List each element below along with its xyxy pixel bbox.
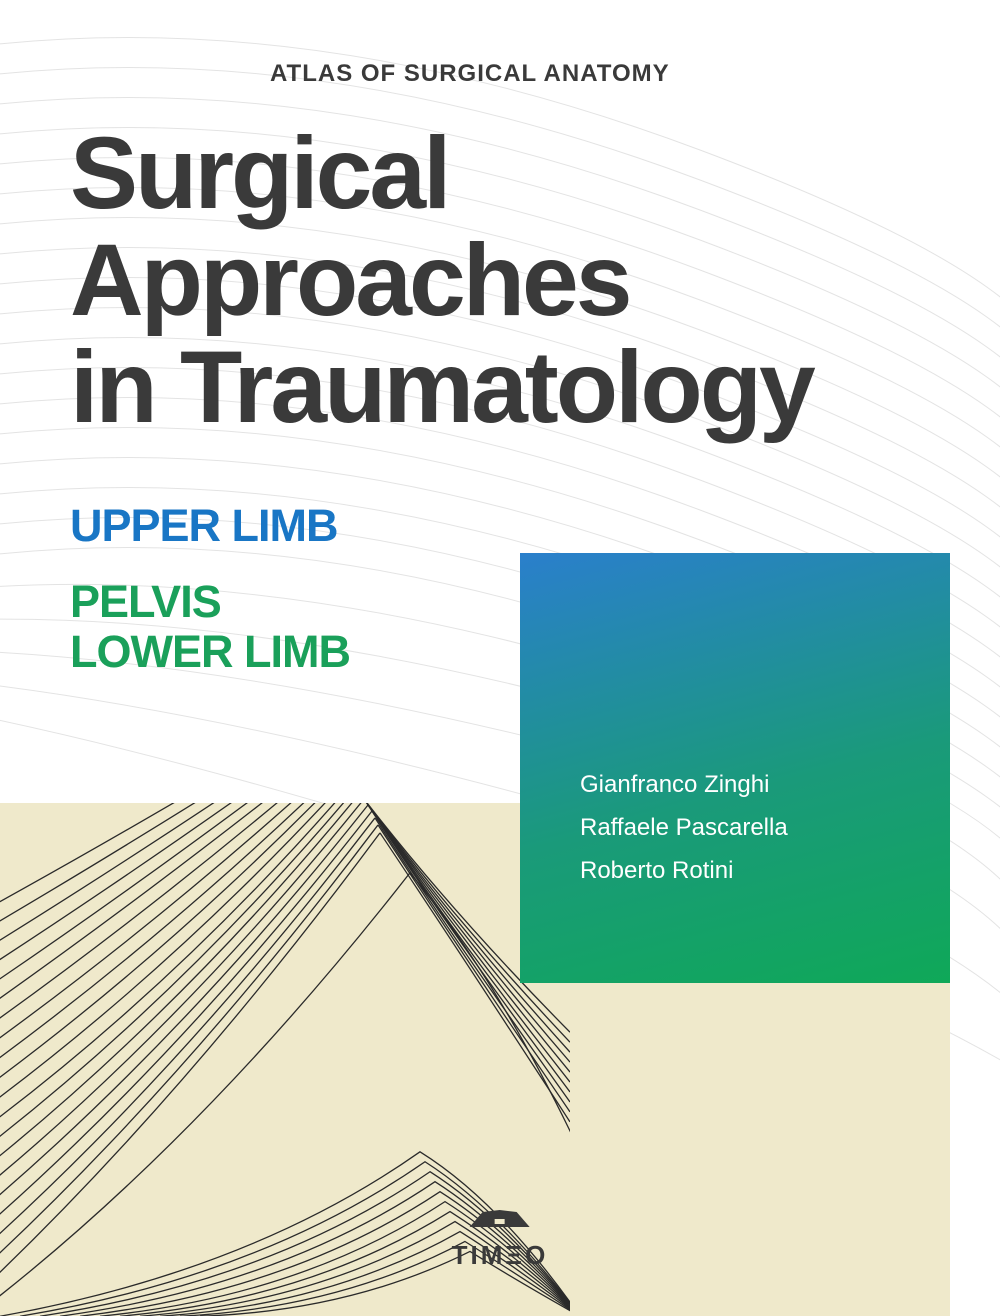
- publisher-logo-icon: [452, 1207, 549, 1234]
- publisher-name: TIMΞO: [452, 1240, 549, 1271]
- main-title: Surgical Approaches in Traumatology: [70, 120, 813, 441]
- author-2: Raffaele Pascarella: [580, 806, 910, 849]
- book-cover: Gianfranco Zinghi Raffaele Pascarella Ro…: [0, 0, 1000, 1316]
- publisher-block: TIMΞO: [452, 1207, 549, 1271]
- gradient-panel: Gianfranco Zinghi Raffaele Pascarella Ro…: [520, 553, 950, 983]
- title-line-2: Approaches: [70, 227, 813, 334]
- title-line-3: in Traumatology: [70, 334, 813, 441]
- authors-list: Gianfranco Zinghi Raffaele Pascarella Ro…: [580, 763, 910, 893]
- subtitle-block: UPPER LIMB PELVIS LOWER LIMB: [70, 500, 350, 676]
- author-1: Gianfranco Zinghi: [580, 763, 910, 806]
- author-3: Roberto Rotini: [580, 849, 910, 892]
- subtitle-pelvis-lower: PELVIS LOWER LIMB: [70, 577, 350, 676]
- subtitle-lower-limb: LOWER LIMB: [70, 627, 350, 677]
- series-label: ATLAS OF SURGICAL ANATOMY: [270, 60, 670, 88]
- subtitle-upper-limb: UPPER LIMB: [70, 500, 350, 552]
- subtitle-pelvis: PELVIS: [70, 577, 350, 627]
- title-line-1: Surgical: [70, 120, 813, 227]
